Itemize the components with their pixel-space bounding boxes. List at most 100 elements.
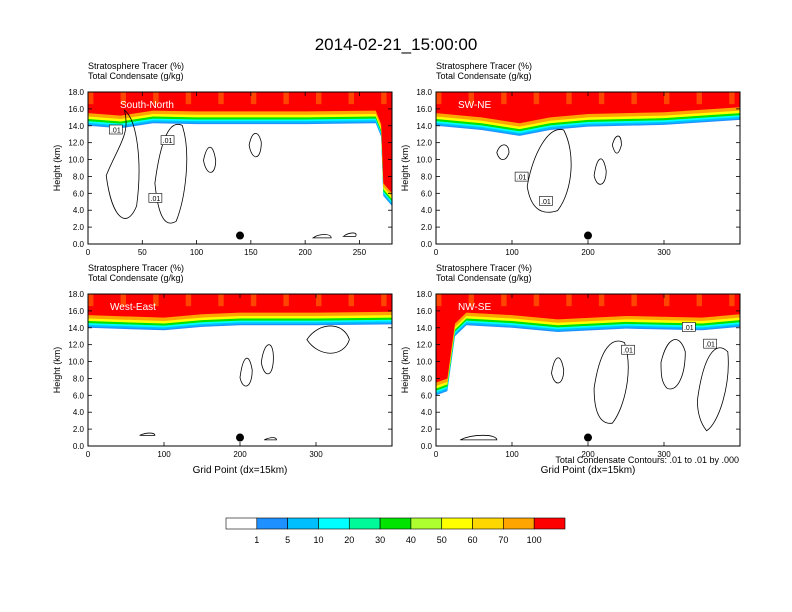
contour-label: .01 (163, 138, 173, 145)
colorbar-segment (256, 517, 288, 530)
colorbar-label: 40 (406, 535, 416, 545)
y-tick-label: 8.0 (421, 374, 433, 383)
tracer-stripe (512, 294, 518, 307)
x-tick-label: 100 (190, 248, 204, 257)
tracer-stripe (555, 294, 561, 307)
tracer-stripe (272, 92, 278, 105)
y-tick-label: 10.0 (68, 358, 84, 367)
y-tick-label: 16.0 (416, 307, 432, 316)
tracer-stripe (620, 294, 626, 307)
tracer-stripe (316, 294, 322, 307)
y-tick-label: 0.0 (421, 240, 433, 249)
tracer-stripe (588, 92, 594, 105)
x-tick-label: 300 (657, 450, 671, 459)
tracer-stripe (153, 92, 159, 105)
tracer-stripe (359, 92, 365, 105)
tracer-stripe (446, 92, 453, 105)
y-tick-label: 6.0 (73, 391, 85, 400)
contour-label: .01 (541, 199, 551, 206)
y-tick-label: 14.0 (68, 324, 84, 333)
y-axis-label: Height (km) (400, 145, 410, 192)
y-tick-label: 0.0 (73, 240, 85, 249)
tracer-stripe (174, 294, 181, 307)
contour-label: .01 (623, 348, 633, 355)
colorbar-segment (318, 517, 350, 530)
tracer-stripe (533, 294, 540, 307)
plot-area: .01 .01 .01 (88, 92, 392, 239)
y-tick-label: 18.0 (416, 88, 432, 97)
y-axis-label: Height (km) (400, 347, 410, 394)
colorbar-segment (348, 517, 381, 530)
tracer-stripe (261, 294, 268, 307)
tracer-stripe (609, 92, 616, 105)
tracer-stripe (131, 92, 137, 105)
x-tick-label: 300 (657, 248, 671, 257)
tracer-stripe (501, 92, 507, 105)
tracer-stripe (381, 92, 387, 105)
colorbar-segment (533, 517, 566, 530)
tracer-stripe (566, 294, 572, 307)
y-tick-label: 12.0 (416, 341, 432, 350)
y-tick-label: 14.0 (416, 324, 432, 333)
tracer-stripe (98, 294, 105, 307)
contour-label: .01 (151, 196, 161, 203)
condensate-contour (203, 146, 217, 173)
x-axis-label: Grid Point (dx=15km) (193, 465, 288, 476)
x-tick-label: 250 (353, 248, 367, 257)
y-tick-label: 10.0 (416, 156, 432, 165)
contour-label-box (109, 124, 123, 135)
tracer-stripe (653, 92, 659, 105)
tracer-stripe (283, 294, 289, 307)
panel-title-condensate: Total Condensate (g/kg) (436, 273, 532, 283)
contour-label-box (621, 344, 635, 355)
tracer-stripe (250, 294, 257, 307)
y-tick-label: 8.0 (73, 172, 85, 181)
tracer-stripe (164, 294, 170, 307)
panel-title-condensate: Total Condensate (g/kg) (436, 71, 532, 81)
tracer-stripe (533, 92, 540, 105)
panel-title-tracer: Stratosphere Tracer (%) (436, 263, 532, 273)
condensate-contour (239, 357, 253, 387)
colorbar-segment (410, 517, 443, 530)
tracer-band-1 (436, 294, 740, 387)
tracer-stripe (348, 92, 354, 105)
y-tick-label: 12.0 (68, 139, 84, 148)
contour-label: .01 (684, 325, 694, 332)
tracer-stripe (218, 294, 224, 307)
colorbar-label: 70 (498, 535, 508, 545)
tracer-stripe (120, 92, 126, 105)
tracer-stripe (522, 92, 529, 105)
x-tick-label: 50 (138, 248, 147, 257)
tracer-stripe (326, 92, 333, 105)
panel-title-tracer: Stratosphere Tracer (%) (88, 61, 184, 71)
y-tick-label: 2.0 (73, 425, 85, 434)
y-tick-label: 18.0 (68, 88, 84, 97)
y-tick-label: 0.0 (421, 442, 433, 451)
tracer-stripe (98, 92, 105, 105)
tracer-stripe (131, 294, 137, 307)
tracer-stripe (685, 92, 692, 105)
x-tick-label: 300 (309, 450, 323, 459)
contour-label-box (682, 322, 696, 332)
tracer-stripe (196, 294, 202, 307)
tracer-stripe (588, 294, 594, 307)
location-marker (584, 433, 592, 442)
panel-south-north: Stratosphere Tracer (%)Total Condensate … (52, 61, 393, 257)
contour-label-box (148, 193, 163, 203)
tracer-stripe (696, 92, 702, 105)
tracer-stripe (370, 294, 376, 307)
y-tick-label: 10.0 (68, 156, 84, 165)
tracer-stripe (718, 92, 724, 105)
colorbar-segment (441, 517, 473, 530)
tracer-stripe (174, 92, 181, 105)
panels: Stratosphere Tracer (%)Total Condensate … (52, 61, 741, 476)
tracer-stripe (218, 92, 224, 105)
condensate-contour (311, 234, 332, 239)
condensate-contour (696, 347, 729, 432)
tracer-stripe (642, 294, 648, 307)
condensate-contour (460, 434, 498, 441)
colorbar-segment (225, 517, 258, 530)
contour-footnote: Total Condensate Contours: .01 to .01 by… (555, 455, 739, 465)
condensate-contour (264, 437, 277, 441)
tracer-stripe (457, 92, 464, 105)
